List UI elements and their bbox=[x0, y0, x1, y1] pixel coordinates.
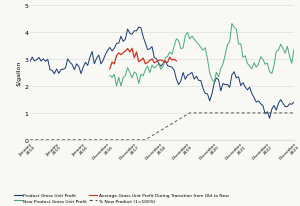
Legend: Product Gross Unit Profit, New Product Gross Unit Profit, Average Gross Unit Pro: Product Gross Unit Profit, New Product G… bbox=[14, 193, 229, 203]
Y-axis label: $/gallon: $/gallon bbox=[17, 61, 22, 86]
